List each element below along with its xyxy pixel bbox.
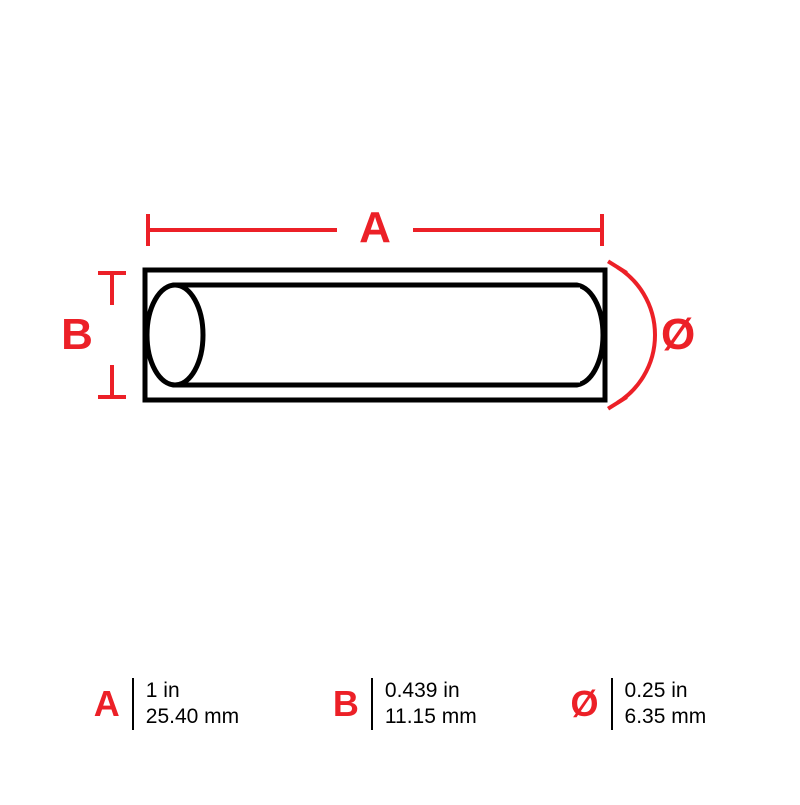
legend-metric-diameter: 6.35 mm: [625, 704, 707, 730]
legend-letter-b: B: [333, 686, 371, 722]
dimension-label-a: A: [355, 206, 395, 250]
legend-values-a: 1 in 25.40 mm: [146, 678, 239, 731]
legend-item-a: A 1 in 25.40 mm: [94, 678, 239, 731]
legend-letter-a: A: [94, 686, 132, 722]
dimension-label-diameter: Ø: [661, 313, 711, 357]
legend-metric-a: 25.40 mm: [146, 704, 239, 730]
legend-separator: [132, 678, 134, 730]
legend-imperial-b: 0.439 in: [385, 678, 477, 704]
legend-values-diameter: 0.25 in 6.35 mm: [625, 678, 707, 731]
legend: A 1 in 25.40 mm B 0.439 in 11.15 mm Ø 0.…: [0, 678, 800, 731]
dimension-label-b: B: [57, 313, 97, 357]
legend-item-b: B 0.439 in 11.15 mm: [333, 678, 477, 731]
legend-separator: [611, 678, 613, 730]
diagram-canvas: A B Ø A 1 in 25.40 mm B 0.439 in 11.15 m…: [0, 0, 800, 800]
legend-imperial-a: 1 in: [146, 678, 239, 704]
legend-separator: [371, 678, 373, 730]
legend-imperial-diameter: 0.25 in: [625, 678, 707, 704]
legend-letter-diameter: Ø: [571, 686, 611, 722]
legend-item-diameter: Ø 0.25 in 6.35 mm: [571, 678, 707, 731]
legend-values-b: 0.439 in 11.15 mm: [385, 678, 477, 731]
legend-metric-b: 11.15 mm: [385, 704, 477, 730]
